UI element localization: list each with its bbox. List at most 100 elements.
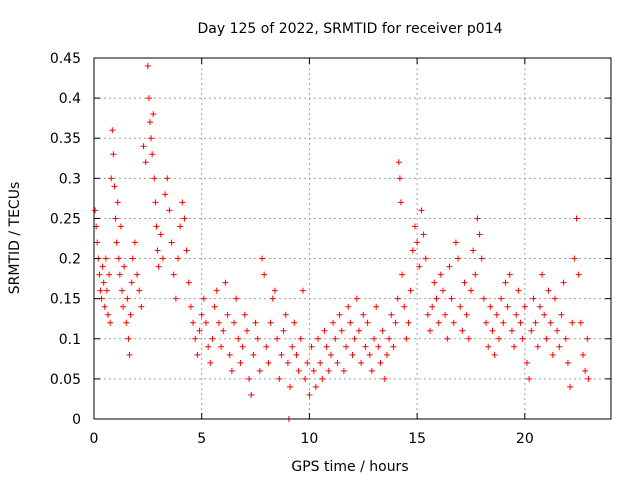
data-point xyxy=(366,351,373,358)
data-point xyxy=(405,319,412,326)
data-point xyxy=(241,311,248,318)
data-point xyxy=(332,335,339,342)
data-point xyxy=(211,303,218,310)
data-point xyxy=(455,255,462,262)
data-point xyxy=(487,303,494,310)
data-point xyxy=(155,263,162,270)
data-point xyxy=(571,255,578,262)
data-point xyxy=(159,255,166,262)
data-point xyxy=(569,319,576,326)
data-point xyxy=(343,343,350,350)
data-point xyxy=(502,279,509,286)
data-point xyxy=(129,255,136,262)
data-point xyxy=(297,335,304,342)
data-point xyxy=(491,351,498,358)
data-point xyxy=(254,335,261,342)
data-point xyxy=(111,183,118,190)
data-point xyxy=(433,295,440,302)
data-point xyxy=(168,239,175,246)
data-point xyxy=(248,391,255,398)
data-point xyxy=(271,287,278,294)
data-point xyxy=(584,335,591,342)
data-point xyxy=(107,319,114,326)
data-point xyxy=(478,255,485,262)
data-point xyxy=(103,287,110,294)
data-point xyxy=(179,199,186,206)
data-point xyxy=(194,351,201,358)
data-point xyxy=(190,319,197,326)
data-point xyxy=(508,327,515,334)
data-point xyxy=(573,215,580,222)
data-point xyxy=(377,359,384,366)
data-point xyxy=(414,239,421,246)
points-layer xyxy=(92,63,592,422)
data-point xyxy=(506,271,513,278)
data-point xyxy=(474,215,481,222)
data-point xyxy=(252,319,259,326)
data-point xyxy=(218,343,225,350)
x-tick-label: 15 xyxy=(408,431,426,447)
data-point xyxy=(495,335,502,342)
data-point xyxy=(265,359,272,366)
data-point xyxy=(539,271,546,278)
data-point xyxy=(558,311,565,318)
data-point xyxy=(140,143,147,150)
data-point xyxy=(187,303,194,310)
data-point xyxy=(145,95,152,102)
data-point xyxy=(224,311,231,318)
data-point xyxy=(517,319,524,326)
data-point xyxy=(263,343,270,350)
data-point xyxy=(295,367,302,374)
data-point xyxy=(461,279,468,286)
data-point xyxy=(562,335,569,342)
x-tick-label: 10 xyxy=(301,431,319,447)
data-point xyxy=(222,279,229,286)
data-point xyxy=(325,367,332,374)
data-point xyxy=(112,215,119,222)
data-point xyxy=(424,311,431,318)
data-point xyxy=(99,263,106,270)
data-point xyxy=(256,367,263,374)
data-point xyxy=(108,175,115,182)
data-point xyxy=(422,255,429,262)
data-point xyxy=(489,327,496,334)
data-point xyxy=(560,279,567,286)
data-point xyxy=(448,295,455,302)
data-point xyxy=(92,207,99,214)
data-point xyxy=(148,135,155,142)
y-tick-label: 0 xyxy=(72,412,81,428)
data-point xyxy=(310,367,317,374)
data-point xyxy=(120,303,127,310)
data-point xyxy=(457,303,464,310)
data-point xyxy=(207,359,214,366)
data-point xyxy=(392,319,399,326)
data-point xyxy=(470,247,477,254)
data-point xyxy=(287,383,294,390)
data-point xyxy=(198,311,205,318)
data-point xyxy=(110,151,117,158)
data-point xyxy=(237,359,244,366)
data-point xyxy=(511,343,518,350)
data-point xyxy=(200,295,207,302)
data-point xyxy=(259,255,266,262)
data-point xyxy=(131,239,138,246)
data-point xyxy=(243,327,250,334)
data-point xyxy=(358,359,365,366)
data-point xyxy=(534,343,541,350)
data-point xyxy=(579,351,586,358)
data-point xyxy=(532,319,539,326)
data-point xyxy=(545,287,552,294)
data-point xyxy=(125,335,132,342)
y-tick-label: 0.35 xyxy=(50,131,81,147)
data-point xyxy=(96,271,103,278)
data-point xyxy=(383,351,390,358)
data-point xyxy=(261,271,268,278)
data-point xyxy=(446,263,453,270)
data-point xyxy=(109,127,116,134)
data-point xyxy=(196,327,203,334)
data-point xyxy=(485,343,492,350)
y-tick-label: 0.25 xyxy=(50,211,81,227)
data-point xyxy=(134,271,141,278)
